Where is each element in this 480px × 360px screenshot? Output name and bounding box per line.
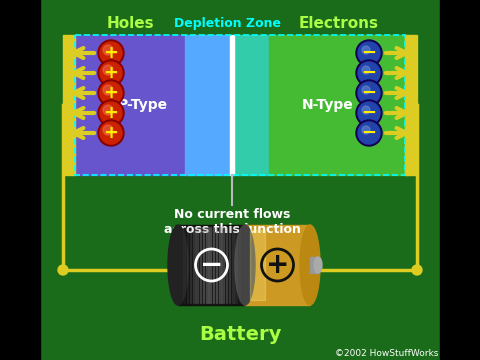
Bar (200, 227, 201, 303)
Circle shape (362, 46, 370, 54)
Text: ©2002 HowStuffWorks: ©2002 HowStuffWorks (335, 348, 438, 357)
Text: Battery: Battery (199, 325, 281, 345)
Circle shape (100, 122, 122, 144)
Circle shape (356, 100, 382, 126)
Circle shape (98, 40, 124, 66)
Text: −: − (200, 251, 223, 279)
Ellipse shape (235, 225, 255, 305)
Text: +: + (104, 104, 119, 122)
Circle shape (103, 45, 113, 55)
Bar (219, 227, 221, 303)
Bar (236, 227, 237, 303)
Bar (242, 227, 243, 303)
Circle shape (58, 265, 68, 275)
Text: +: + (104, 84, 119, 102)
Text: −: − (361, 44, 377, 62)
Circle shape (356, 40, 382, 66)
Circle shape (356, 120, 382, 146)
Bar (232, 227, 234, 303)
Circle shape (362, 126, 370, 134)
Bar (239, 227, 240, 303)
Circle shape (362, 66, 370, 74)
Text: Holes: Holes (106, 15, 154, 31)
Bar (196, 227, 198, 303)
Bar (229, 227, 230, 303)
Circle shape (358, 102, 380, 124)
Bar (203, 227, 204, 303)
Text: −: − (361, 104, 377, 122)
Circle shape (103, 125, 113, 135)
Text: +: + (104, 64, 119, 82)
Bar (183, 227, 185, 303)
Circle shape (362, 106, 370, 114)
Circle shape (100, 42, 122, 64)
Text: +: + (266, 251, 289, 279)
Bar (250, 230, 265, 300)
Text: N-Type: N-Type (302, 98, 354, 112)
Text: +: + (104, 44, 119, 62)
Circle shape (100, 82, 122, 104)
Bar (209, 227, 211, 303)
Bar (178, 225, 245, 305)
Bar (310, 257, 318, 273)
Ellipse shape (300, 225, 320, 305)
Circle shape (100, 62, 122, 84)
Text: −: − (361, 84, 377, 102)
Bar (75, 35, 185, 175)
Bar (187, 227, 188, 303)
Text: P-Type: P-Type (118, 98, 168, 112)
Bar (0, 0, 40, 360)
Ellipse shape (314, 257, 322, 273)
Circle shape (358, 82, 380, 104)
Bar (226, 227, 227, 303)
Bar (245, 225, 310, 305)
Circle shape (98, 60, 124, 86)
Text: Electrons: Electrons (299, 15, 379, 31)
Bar (206, 227, 208, 303)
Bar (213, 227, 214, 303)
Bar (440, 0, 480, 360)
Circle shape (100, 102, 122, 124)
Circle shape (103, 85, 113, 95)
Bar (185, 35, 230, 175)
Bar (230, 35, 234, 175)
Circle shape (98, 100, 124, 126)
Circle shape (98, 120, 124, 146)
Bar (222, 227, 224, 303)
Circle shape (103, 65, 113, 75)
Circle shape (358, 122, 380, 144)
Circle shape (362, 86, 370, 94)
Text: −: − (361, 64, 377, 82)
Text: No current flows
across this junction: No current flows across this junction (164, 208, 300, 236)
Bar (269, 35, 409, 175)
Circle shape (98, 80, 124, 106)
Circle shape (356, 60, 382, 86)
Ellipse shape (168, 225, 188, 305)
Circle shape (358, 42, 380, 64)
Bar (193, 227, 194, 303)
Bar (180, 227, 181, 303)
Bar (216, 227, 217, 303)
Text: −: − (361, 124, 377, 142)
Text: +: + (104, 124, 119, 142)
Text: Depletion Zone: Depletion Zone (173, 17, 280, 30)
Bar (234, 35, 269, 175)
Circle shape (358, 62, 380, 84)
Bar (405, 35, 417, 175)
Circle shape (412, 265, 422, 275)
Bar (190, 227, 192, 303)
Bar (63, 35, 75, 175)
Circle shape (103, 105, 113, 115)
Circle shape (356, 80, 382, 106)
